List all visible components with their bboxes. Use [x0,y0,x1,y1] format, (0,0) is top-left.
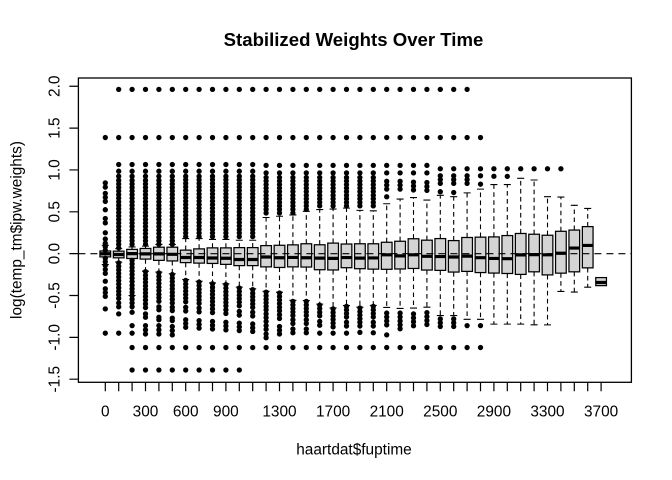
svg-text:900: 900 [213,404,239,421]
svg-text:haartdat$fuptime: haartdat$fuptime [296,442,412,459]
svg-text:3700: 3700 [584,404,618,421]
svg-text:300: 300 [133,404,159,421]
svg-text:Stabilized Weights Over Time: Stabilized Weights Over Time [224,29,484,50]
svg-text:2500: 2500 [423,404,457,421]
svg-text:2100: 2100 [370,404,404,421]
svg-text:3300: 3300 [530,404,564,421]
svg-text:0: 0 [101,404,110,421]
svg-text:-1.0: -1.0 [47,324,64,351]
svg-text:0.0: 0.0 [47,243,64,264]
svg-text:1300: 1300 [262,404,296,421]
svg-text:-1.5: -1.5 [47,366,64,393]
svg-text:1700: 1700 [316,404,350,421]
svg-text:0.5: 0.5 [47,201,64,222]
svg-text:1.0: 1.0 [47,159,64,180]
svg-text:600: 600 [173,404,199,421]
svg-text:1.5: 1.5 [47,117,64,138]
svg-text:2900: 2900 [477,404,511,421]
svg-text:-0.5: -0.5 [47,282,64,309]
svg-text:log(temp_tm$ipw.weights): log(temp_tm$ipw.weights) [9,141,26,319]
svg-text:2.0: 2.0 [47,76,64,97]
